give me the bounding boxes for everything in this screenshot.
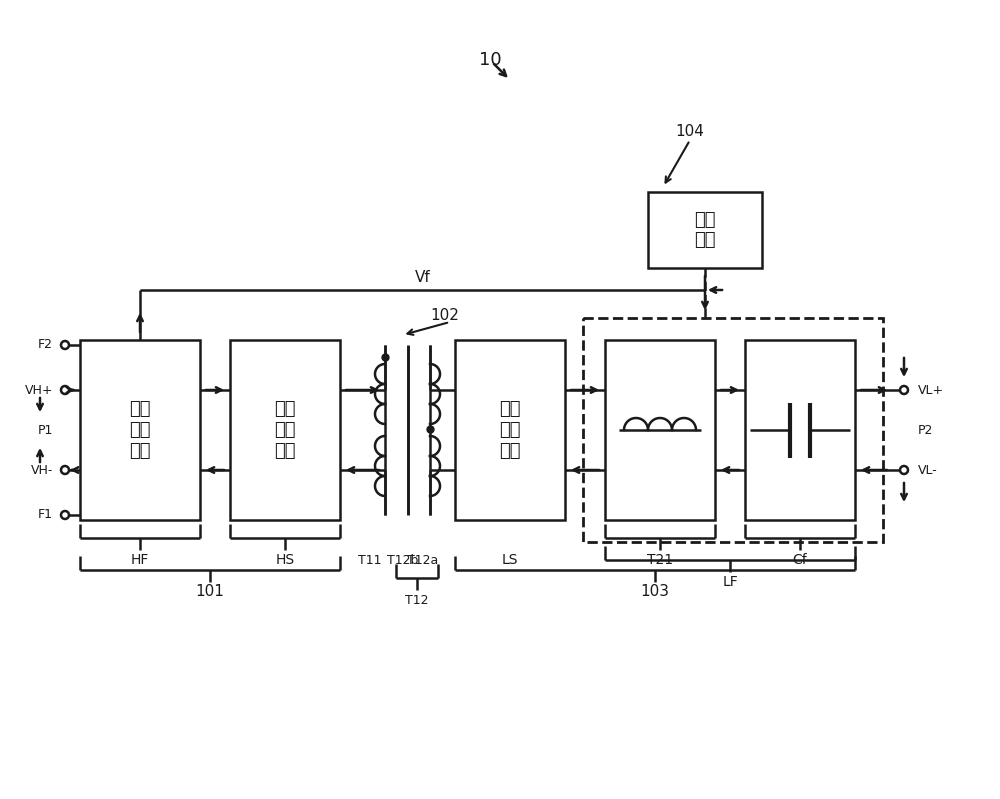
Text: 高压
开关
电路: 高压 开关 电路 xyxy=(274,400,296,459)
Text: VL-: VL- xyxy=(918,463,938,476)
Text: T11: T11 xyxy=(358,554,382,566)
Text: LF: LF xyxy=(722,575,738,589)
Text: Cf: Cf xyxy=(793,553,807,567)
Text: T12: T12 xyxy=(405,594,428,606)
Text: LS: LS xyxy=(502,553,518,567)
Text: 高压
滤波
电路: 高压 滤波 电路 xyxy=(129,400,151,459)
Text: 102: 102 xyxy=(431,308,459,323)
Text: F1: F1 xyxy=(38,508,53,522)
Text: T12a: T12a xyxy=(407,554,438,566)
Bar xyxy=(605,340,715,520)
Bar xyxy=(455,340,565,520)
Text: 104: 104 xyxy=(676,125,704,140)
Text: 低压
开关
电路: 低压 开关 电路 xyxy=(499,400,521,459)
Text: Vf: Vf xyxy=(415,271,430,285)
Text: 101: 101 xyxy=(196,585,224,599)
Text: P1: P1 xyxy=(38,423,53,436)
Bar xyxy=(583,318,883,542)
Text: VH+: VH+ xyxy=(24,384,53,396)
Text: 反馈
单元: 反馈 单元 xyxy=(694,211,716,249)
Bar xyxy=(648,192,762,268)
Text: P2: P2 xyxy=(918,423,933,436)
Text: F2: F2 xyxy=(38,339,53,352)
Text: VH-: VH- xyxy=(31,463,53,476)
Text: 103: 103 xyxy=(640,585,670,599)
Bar xyxy=(80,340,200,520)
Text: HS: HS xyxy=(275,553,295,567)
Text: T12b: T12b xyxy=(387,554,418,566)
Text: 10: 10 xyxy=(479,51,501,69)
Text: T21: T21 xyxy=(647,553,673,567)
Text: VL+: VL+ xyxy=(918,384,944,396)
Bar xyxy=(745,340,855,520)
Text: HF: HF xyxy=(131,553,149,567)
Bar xyxy=(230,340,340,520)
